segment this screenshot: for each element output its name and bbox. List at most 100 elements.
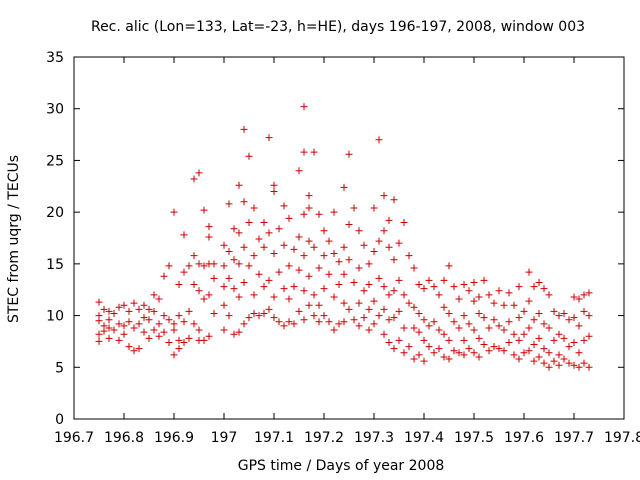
x-axis-title: GPS time / Days of year 2008 <box>238 458 445 474</box>
data-point <box>530 357 538 365</box>
data-point <box>480 314 488 322</box>
y-tick-label: 25 <box>46 153 64 169</box>
data-point <box>555 361 563 369</box>
data-point <box>130 299 138 307</box>
data-point <box>265 229 273 237</box>
data-point <box>245 262 253 270</box>
data-point <box>135 305 143 313</box>
data-point <box>120 330 128 338</box>
data-point <box>340 318 348 326</box>
data-point <box>365 305 373 313</box>
data-point <box>565 343 573 351</box>
data-point <box>285 214 293 222</box>
data-point <box>355 322 363 330</box>
data-point <box>190 281 198 289</box>
data-point <box>135 345 143 353</box>
data-point <box>385 338 393 346</box>
data-point <box>305 301 313 309</box>
data-point <box>525 347 533 355</box>
data-point <box>420 357 428 365</box>
data-point <box>450 347 458 355</box>
data-point <box>255 270 263 278</box>
data-point <box>525 297 533 305</box>
data-point <box>125 318 133 326</box>
data-point <box>200 262 208 270</box>
data-point <box>460 336 468 344</box>
data-point <box>240 198 248 206</box>
data-point <box>300 210 308 218</box>
x-tick-label: 197.5 <box>454 430 494 446</box>
data-point <box>455 324 463 332</box>
data-point <box>105 334 113 342</box>
data-point <box>365 281 373 289</box>
data-point <box>510 301 518 309</box>
data-point <box>270 181 278 189</box>
data-point <box>460 281 468 289</box>
data-point <box>340 183 348 191</box>
data-point <box>335 320 343 328</box>
data-point <box>545 291 553 299</box>
data-point <box>280 322 288 330</box>
y-axis-title: STEC from uqrg / TECUs <box>6 155 22 323</box>
data-point <box>550 357 558 365</box>
data-point <box>570 314 578 322</box>
data-point <box>320 285 328 293</box>
data-point <box>315 264 323 272</box>
data-point <box>220 326 228 334</box>
data-point <box>210 274 218 282</box>
y-tick-label: 15 <box>46 257 64 273</box>
x-tick-label: 197.2 <box>304 430 344 446</box>
data-point <box>540 320 548 328</box>
y-axis: 0 5 10 15 20 25 30 35 <box>46 50 624 428</box>
data-point <box>410 264 418 272</box>
data-point <box>270 314 278 322</box>
data-point <box>310 312 318 320</box>
data-point <box>225 200 233 208</box>
data-point <box>395 307 403 315</box>
data-point <box>465 320 473 328</box>
data-point <box>580 359 588 367</box>
data-point <box>190 320 198 328</box>
data-point <box>555 330 563 338</box>
data-point <box>535 353 543 361</box>
data-point <box>335 258 343 266</box>
data-point <box>150 291 158 299</box>
data-point <box>325 237 333 245</box>
data-point <box>255 312 263 320</box>
data-point <box>300 287 308 295</box>
data-point <box>445 336 453 344</box>
data-point <box>495 322 503 330</box>
data-point <box>425 322 433 330</box>
data-point <box>140 328 148 336</box>
data-point <box>550 336 558 344</box>
data-point <box>195 287 203 295</box>
data-point <box>260 218 268 226</box>
data-point <box>380 227 388 235</box>
data-point <box>585 312 593 320</box>
data-point <box>425 343 433 351</box>
data-point <box>555 351 563 359</box>
data-point <box>500 301 508 309</box>
data-point <box>425 276 433 284</box>
data-point <box>155 295 163 303</box>
data-point <box>100 305 108 313</box>
data-point <box>410 324 418 332</box>
data-point <box>115 336 123 344</box>
data-point <box>185 307 193 315</box>
data-point <box>520 349 528 357</box>
data-point <box>320 312 328 320</box>
data-point <box>235 181 243 189</box>
data-point <box>165 262 173 270</box>
x-tick-label: 196.9 <box>154 430 194 446</box>
x-tick-label: 197.8 <box>604 430 640 446</box>
data-point <box>285 262 293 270</box>
data-point <box>470 349 478 357</box>
data-point <box>310 243 318 251</box>
data-point <box>575 322 583 330</box>
data-point <box>510 351 518 359</box>
data-point <box>420 316 428 324</box>
data-point <box>170 320 178 328</box>
data-point <box>300 103 308 111</box>
data-point <box>395 336 403 344</box>
data-point <box>150 326 158 334</box>
